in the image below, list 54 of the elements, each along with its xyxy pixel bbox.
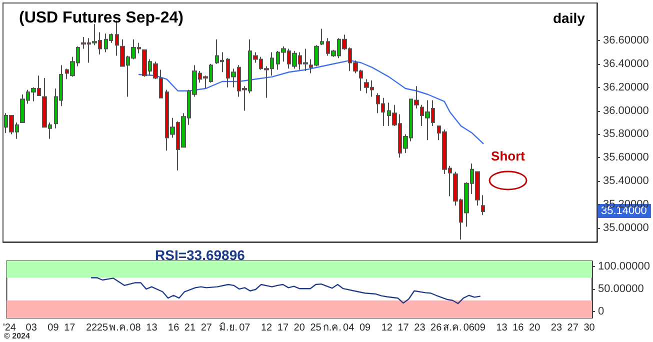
chart-title: (USD Futures Sep-24) bbox=[19, 10, 184, 26]
y-tick-label: 50.00000 bbox=[598, 283, 644, 296]
x-tick-label: ก.ค. bbox=[322, 322, 342, 334]
x-tick-label: 27 bbox=[567, 322, 579, 334]
y-tick-label: 36.20000 bbox=[603, 81, 649, 94]
x-tick-label: 27 bbox=[200, 322, 212, 334]
text: daily bbox=[553, 10, 586, 26]
y-tick-label: 36.00000 bbox=[603, 104, 649, 117]
line-series bbox=[90, 277, 480, 304]
y-tick-label: 35.80000 bbox=[603, 128, 649, 140]
x-tick-label: 07 bbox=[239, 322, 251, 334]
x-tick-label: 30 bbox=[584, 322, 596, 334]
x-tick-label: 23 bbox=[550, 322, 562, 334]
y-tick-label: 35.00000 bbox=[603, 222, 649, 234]
x-tick-label: 13 bbox=[496, 322, 508, 334]
x-tick-label: 16 bbox=[512, 322, 524, 334]
annotation: Short bbox=[491, 148, 526, 164]
x-tick-label: 12 bbox=[260, 322, 273, 334]
candlestick bbox=[320, 28, 324, 46]
x-tick-label: ส.ค. bbox=[443, 322, 462, 334]
x-tick-label: พ.ค. bbox=[109, 322, 129, 334]
x-tick-label: 26 bbox=[430, 322, 442, 334]
y-tick-label: 100.00000 bbox=[598, 260, 650, 272]
x-tick-label: 06 bbox=[463, 322, 475, 334]
x-tick-label: 21 bbox=[184, 322, 196, 334]
y-tick-label: 35.60000 bbox=[603, 152, 649, 164]
x-tick-label: 12 bbox=[381, 322, 393, 334]
x-tick-label: 17 bbox=[277, 322, 289, 334]
x-tick-label: 17 bbox=[64, 322, 76, 334]
x-tick-label: 16 bbox=[168, 322, 180, 334]
x-tick-label: 25 bbox=[96, 322, 108, 334]
y-tick-label: 36.40000 bbox=[603, 58, 649, 70]
x-tick-label: 13 bbox=[146, 322, 158, 334]
x-tick-label: 09 bbox=[48, 322, 60, 334]
x-tick-label: 20 bbox=[529, 322, 541, 334]
x-tick-label: 03 bbox=[26, 322, 38, 334]
x-tick-label: 09 bbox=[474, 322, 486, 334]
y-tick-label: 36.60000 bbox=[603, 34, 649, 46]
line-series bbox=[138, 60, 484, 144]
x-tick-label: 09 bbox=[359, 322, 372, 334]
x-tick-label: 25 bbox=[310, 322, 322, 334]
candlestick bbox=[481, 194, 485, 216]
x-tick-label: 20 bbox=[294, 322, 306, 334]
x-tick-label: '24 bbox=[2, 322, 16, 334]
x-tick-label: 04 bbox=[343, 322, 355, 334]
text: © 2024 bbox=[4, 332, 30, 340]
x-tick-label: มิ.ย. bbox=[218, 322, 238, 334]
chart-title: RSI=33.69896 bbox=[155, 247, 246, 263]
x-tick-label: 17 bbox=[398, 322, 410, 334]
x-tick-label: 23 bbox=[414, 322, 426, 334]
x-tick-label: 22 bbox=[86, 322, 98, 334]
x-tick-label: 08 bbox=[130, 322, 142, 334]
y-tick-label: 0 bbox=[598, 306, 604, 318]
y-tick-label: 35.40000 bbox=[603, 175, 649, 188]
